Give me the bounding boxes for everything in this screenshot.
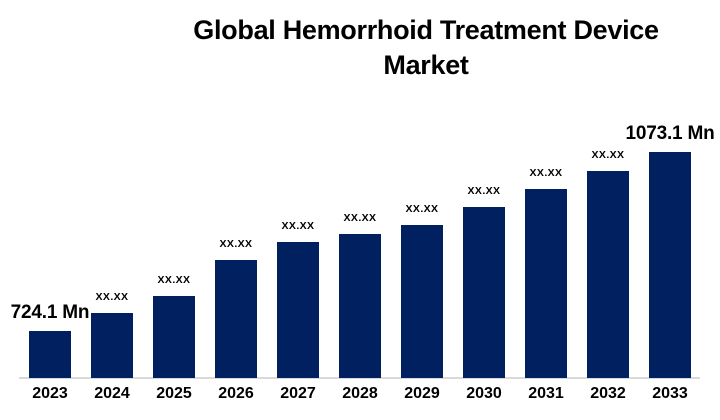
bar-value-label-2033: 1073.1 Mn	[625, 123, 715, 144]
x-axis-line	[19, 377, 700, 379]
x-axis-label-2032: 2032	[590, 385, 626, 402]
bar-value-label-2030: XX.XX	[467, 185, 501, 197]
bar-2032	[587, 171, 629, 378]
x-axis-label-2028: 2028	[342, 385, 378, 402]
bar-value-label-2025: XX.XX	[157, 274, 191, 286]
bar-value-label-2032: XX.XX	[591, 149, 625, 161]
x-axis-label-2023: 2023	[32, 385, 68, 402]
bar-value-label-2028: XX.XX	[343, 212, 377, 224]
bar-2026	[215, 260, 257, 378]
bar-value-label-2029: XX.XX	[405, 203, 439, 215]
bar-2028	[339, 234, 381, 378]
bar-2023	[29, 331, 71, 378]
x-axis-label-2026: 2026	[218, 385, 254, 402]
x-axis-label-2031: 2031	[528, 385, 564, 402]
chart-title: Global Hemorrhoid Treatment Device Marke…	[193, 15, 659, 80]
x-axis-label-2025: 2025	[156, 385, 192, 402]
x-axis-label-2024: 2024	[94, 385, 130, 402]
bar-2025	[153, 296, 195, 378]
x-axis-label-2027: 2027	[280, 385, 316, 402]
bar-2031	[525, 189, 567, 378]
bar-2033	[649, 152, 691, 378]
bar-value-label-2026: XX.XX	[219, 238, 253, 250]
x-axis-label-2030: 2030	[466, 385, 502, 402]
bar-value-label-2031: XX.XX	[529, 167, 563, 179]
bar-value-label-2024: XX.XX	[95, 291, 129, 303]
x-axis-label-2029: 2029	[404, 385, 440, 402]
bar-2030	[463, 207, 505, 378]
bar-value-label-2023: 724.1 Mn	[10, 302, 90, 323]
bar-2024	[91, 313, 133, 378]
bar-2027	[277, 242, 319, 378]
bar-2029	[401, 225, 443, 378]
x-axis-label-2033: 2033	[652, 385, 688, 402]
bar-value-label-2027: XX.XX	[281, 220, 315, 232]
